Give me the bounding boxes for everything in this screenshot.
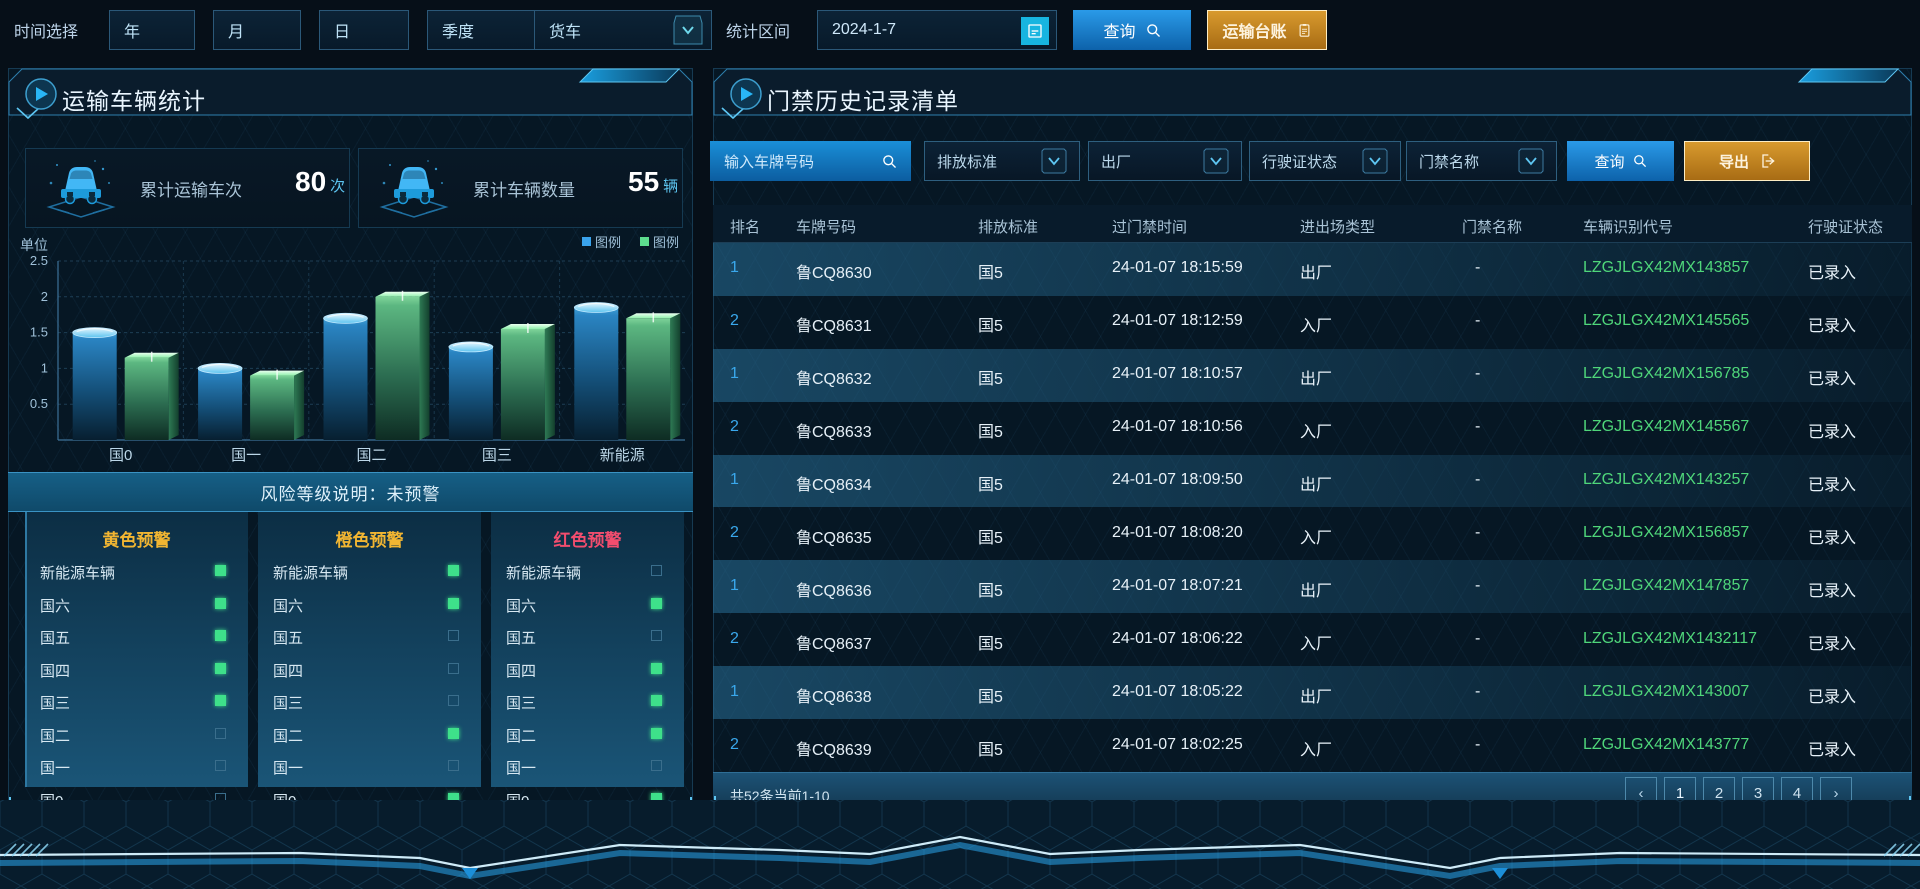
svg-text:国0: 国0	[109, 447, 132, 464]
svg-text:2.5: 2.5	[30, 253, 48, 268]
svg-text:1: 1	[41, 360, 48, 375]
svg-text:新能源: 新能源	[600, 447, 645, 464]
svg-text:1.5: 1.5	[30, 325, 48, 340]
svg-text:国二: 国二	[356, 447, 386, 464]
svg-text:2: 2	[41, 289, 48, 304]
svg-text:国一: 国一	[231, 447, 261, 464]
svg-text:国三: 国三	[482, 447, 512, 464]
svg-text:0.5: 0.5	[30, 396, 48, 411]
